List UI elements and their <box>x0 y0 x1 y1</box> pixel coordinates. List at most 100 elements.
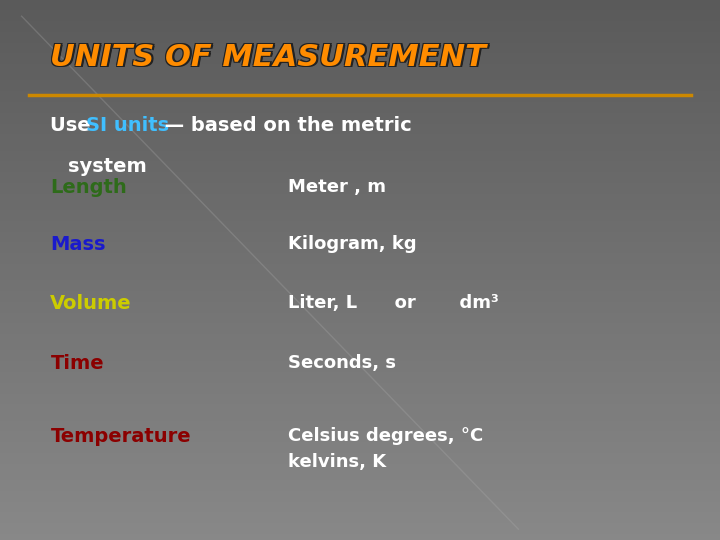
Bar <box>0 302 720 308</box>
Bar <box>0 156 720 162</box>
Bar <box>0 502 720 508</box>
Bar <box>0 134 720 140</box>
Bar <box>0 205 720 211</box>
Bar <box>0 377 720 383</box>
Bar <box>0 496 720 502</box>
Bar <box>0 97 720 103</box>
Bar <box>0 329 720 335</box>
Bar <box>0 16 720 22</box>
Bar <box>0 458 720 464</box>
Bar <box>0 388 720 394</box>
Text: UNITS OF MEASUREMENT: UNITS OF MEASUREMENT <box>49 44 485 73</box>
Bar <box>0 59 720 65</box>
Bar <box>0 286 720 292</box>
Bar <box>0 145 720 151</box>
Bar <box>0 264 720 270</box>
Text: Use: Use <box>50 116 98 135</box>
Bar <box>0 296 720 302</box>
Bar <box>0 167 720 173</box>
Bar <box>0 448 720 454</box>
Bar <box>0 129 720 135</box>
Bar <box>0 399 720 405</box>
Bar <box>0 318 720 324</box>
Bar <box>0 453 720 459</box>
Text: UNITS OF MEASUREMENT: UNITS OF MEASUREMENT <box>52 44 487 73</box>
Bar <box>0 507 720 513</box>
Text: Kilogram, kg: Kilogram, kg <box>288 235 417 253</box>
Bar <box>0 394 720 400</box>
Text: UNITS OF MEASUREMENT: UNITS OF MEASUREMENT <box>50 43 486 72</box>
Bar <box>0 523 720 529</box>
Bar <box>0 259 720 265</box>
Bar <box>0 215 720 221</box>
Bar <box>0 124 720 130</box>
Bar <box>0 480 720 486</box>
Bar <box>0 10 720 16</box>
Text: system: system <box>68 157 147 176</box>
Bar <box>0 529 720 535</box>
Bar <box>0 86 720 92</box>
Bar <box>0 237 720 243</box>
Bar <box>0 80 720 86</box>
Bar <box>0 431 720 437</box>
Bar <box>0 221 720 227</box>
Bar <box>0 475 720 481</box>
Text: — based on the metric: — based on the metric <box>158 116 412 135</box>
Text: Volume: Volume <box>50 294 132 313</box>
Text: Meter , m: Meter , m <box>288 178 386 196</box>
Text: Liter, L      or       dm³: Liter, L or dm³ <box>288 294 499 312</box>
Bar <box>0 242 720 248</box>
Bar <box>0 32 720 38</box>
Bar <box>0 151 720 157</box>
Text: Celsius degrees, °C
kelvins, K: Celsius degrees, °C kelvins, K <box>288 427 483 471</box>
Bar <box>0 350 720 356</box>
Bar <box>0 37 720 43</box>
Bar <box>0 275 720 281</box>
Bar <box>0 48 720 54</box>
Bar <box>0 26 720 32</box>
Bar <box>0 485 720 491</box>
Text: Seconds, s: Seconds, s <box>288 354 396 372</box>
Bar <box>0 415 720 421</box>
Bar <box>0 269 720 275</box>
Bar <box>0 345 720 351</box>
Bar <box>0 53 720 59</box>
Bar <box>0 172 720 178</box>
Bar <box>0 118 720 124</box>
Text: Temperature: Temperature <box>50 427 191 446</box>
Bar <box>0 383 720 389</box>
Bar <box>0 534 720 540</box>
Bar <box>0 442 720 448</box>
Bar <box>0 307 720 313</box>
Bar <box>0 0 720 5</box>
Bar <box>0 178 720 184</box>
Bar <box>0 421 720 427</box>
Bar <box>0 183 720 189</box>
Bar <box>0 140 720 146</box>
Text: SI units: SI units <box>86 116 169 135</box>
Bar <box>0 437 720 443</box>
Bar <box>0 340 720 346</box>
Bar <box>0 291 720 297</box>
Bar <box>0 512 720 518</box>
Bar <box>0 367 720 373</box>
Bar <box>0 226 720 232</box>
Text: Length: Length <box>50 178 127 197</box>
Bar <box>0 410 720 416</box>
Bar <box>0 232 720 238</box>
Bar <box>0 102 720 108</box>
Bar <box>0 323 720 329</box>
Bar <box>0 188 720 194</box>
Bar <box>0 426 720 432</box>
Bar <box>0 372 720 378</box>
Bar <box>0 75 720 81</box>
Bar <box>0 361 720 367</box>
Bar <box>0 491 720 497</box>
Bar <box>0 464 720 470</box>
Bar <box>0 107 720 113</box>
Bar <box>0 248 720 254</box>
Bar <box>0 91 720 97</box>
Text: UNITS OF MEASUREMENT: UNITS OF MEASUREMENT <box>49 42 485 71</box>
Bar <box>0 5 720 11</box>
Text: Time: Time <box>50 354 104 373</box>
